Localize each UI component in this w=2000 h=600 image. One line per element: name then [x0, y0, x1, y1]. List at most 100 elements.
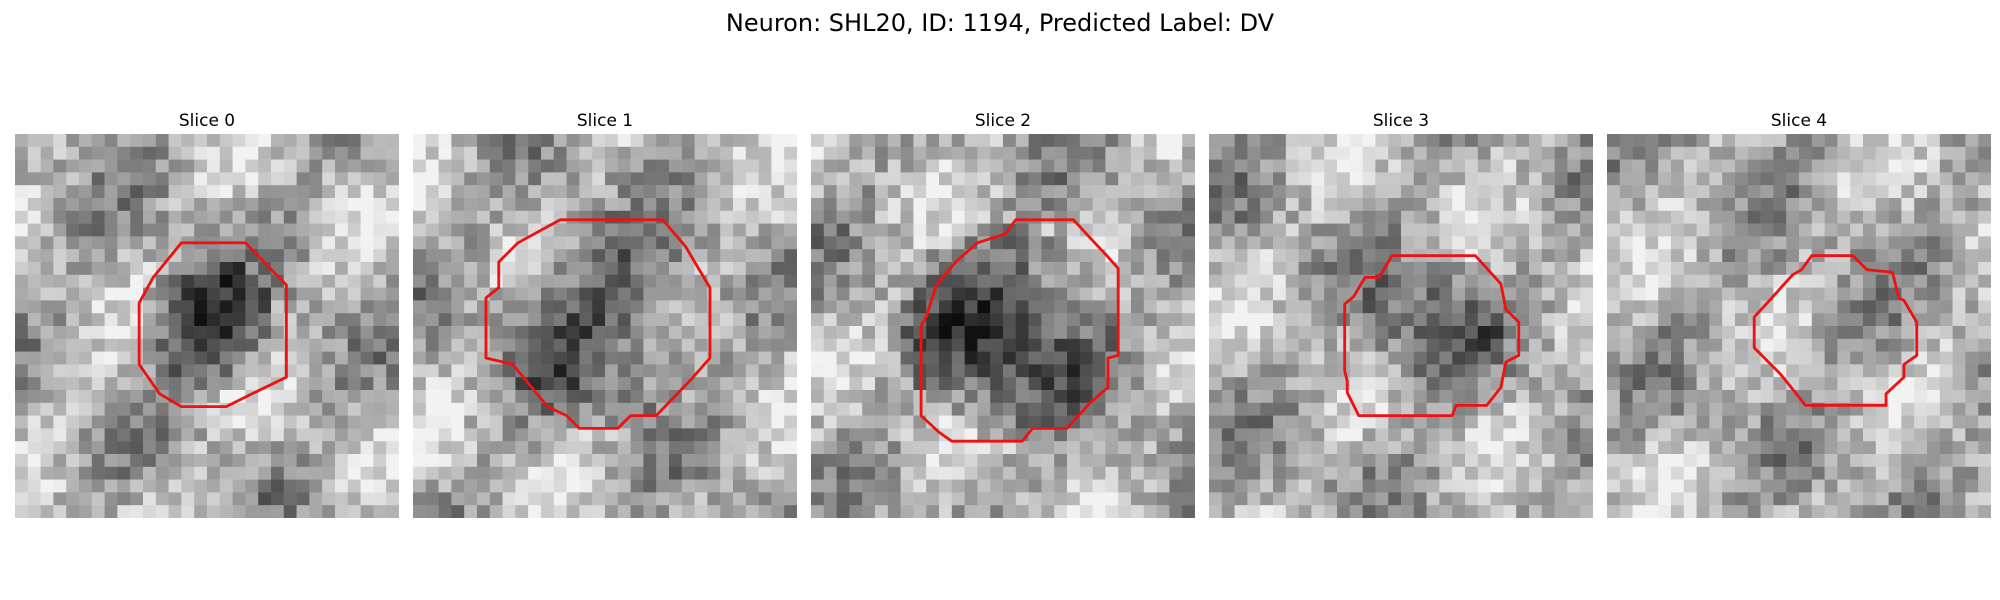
pixel: [1105, 479, 1119, 493]
pixel: [438, 198, 452, 212]
pixel: [771, 441, 785, 455]
roi-outline: [919, 218, 1120, 443]
pixel: [656, 223, 670, 237]
pixel: [1388, 326, 1402, 340]
pixel: [271, 338, 285, 352]
pixel: [117, 185, 131, 199]
pixel: [386, 262, 399, 276]
pixel: [1888, 415, 1902, 429]
pixel: [1914, 505, 1928, 518]
pixel: [130, 274, 144, 288]
pixel: [1465, 492, 1479, 506]
pixel: [1375, 492, 1389, 506]
pixel: [1760, 223, 1774, 237]
pixel: [1143, 466, 1157, 480]
pixel: [990, 172, 1004, 186]
pixel: [836, 338, 850, 352]
pixel: [887, 313, 901, 327]
pixel: [707, 198, 721, 212]
pixel: [1658, 428, 1672, 442]
pixel: [283, 454, 297, 468]
pixel: [322, 338, 336, 352]
pixel: [1285, 428, 1299, 442]
pixel: [1671, 338, 1685, 352]
pixel: [1375, 172, 1389, 186]
pixel: [951, 390, 965, 404]
pixel: [219, 210, 233, 224]
slice-image-2: [811, 134, 1195, 518]
pixel: [1260, 441, 1274, 455]
pixel: [245, 351, 259, 365]
pixel: [360, 223, 374, 237]
pixel: [130, 134, 144, 148]
pixel: [617, 441, 631, 455]
pixel: [1143, 390, 1157, 404]
pixel: [1607, 351, 1621, 365]
pixel: [347, 146, 361, 160]
pixel: [1028, 402, 1042, 416]
pixel: [528, 454, 542, 468]
pixel: [207, 313, 221, 327]
pixel: [977, 454, 991, 468]
pixel: [451, 300, 465, 314]
pixel: [1375, 249, 1389, 263]
pixel: [1965, 364, 1979, 378]
pixel: [1619, 185, 1633, 199]
pixel: [733, 454, 747, 468]
pixel: [1490, 287, 1504, 301]
pixel: [1349, 505, 1363, 518]
pixel: [1529, 134, 1543, 148]
pixel: [566, 198, 580, 212]
pixel: [1439, 479, 1453, 493]
pixel: [335, 441, 349, 455]
pixel: [1516, 223, 1530, 237]
pixel: [1773, 300, 1787, 314]
pixel: [66, 428, 80, 442]
pixel: [271, 492, 285, 506]
pixel: [1658, 287, 1672, 301]
pixel: [27, 236, 41, 250]
pixel: [283, 262, 297, 276]
pixel: [1234, 134, 1248, 148]
pixel: [720, 415, 734, 429]
pixel: [66, 313, 80, 327]
pixel: [1580, 274, 1593, 288]
pixel: [926, 236, 940, 250]
pixel: [875, 249, 889, 263]
pixel: [823, 351, 837, 365]
pixel: [811, 146, 825, 160]
pixel: [836, 313, 850, 327]
pixel: [1209, 390, 1223, 404]
pixel: [1003, 274, 1017, 288]
pixel: [1722, 198, 1736, 212]
pixel: [1965, 274, 1979, 288]
pixel: [1362, 364, 1376, 378]
pixel: [1722, 466, 1736, 480]
pixel: [130, 415, 144, 429]
pixel: [964, 262, 978, 276]
pixel: [1747, 287, 1761, 301]
pixel: [1079, 287, 1093, 301]
pixel: [1337, 198, 1351, 212]
pixel: [1298, 377, 1312, 391]
pixel: [1413, 210, 1427, 224]
pixel: [1747, 351, 1761, 365]
pixel: [656, 172, 670, 186]
pixel: [502, 198, 516, 212]
pixel: [1747, 146, 1761, 160]
pixel: [194, 159, 208, 173]
pixel: [1683, 492, 1697, 506]
pixel: [1580, 172, 1593, 186]
pixel: [1182, 377, 1195, 391]
pixel: [887, 287, 901, 301]
pixel: [386, 428, 399, 442]
pixel: [181, 415, 195, 429]
pixel: [1426, 172, 1440, 186]
pixel: [1041, 428, 1055, 442]
pixel: [1439, 223, 1453, 237]
pixel: [1067, 172, 1081, 186]
pixel: [15, 287, 29, 301]
pixel: [990, 134, 1004, 148]
pixel: [1863, 454, 1877, 468]
pixel: [1978, 402, 1991, 416]
